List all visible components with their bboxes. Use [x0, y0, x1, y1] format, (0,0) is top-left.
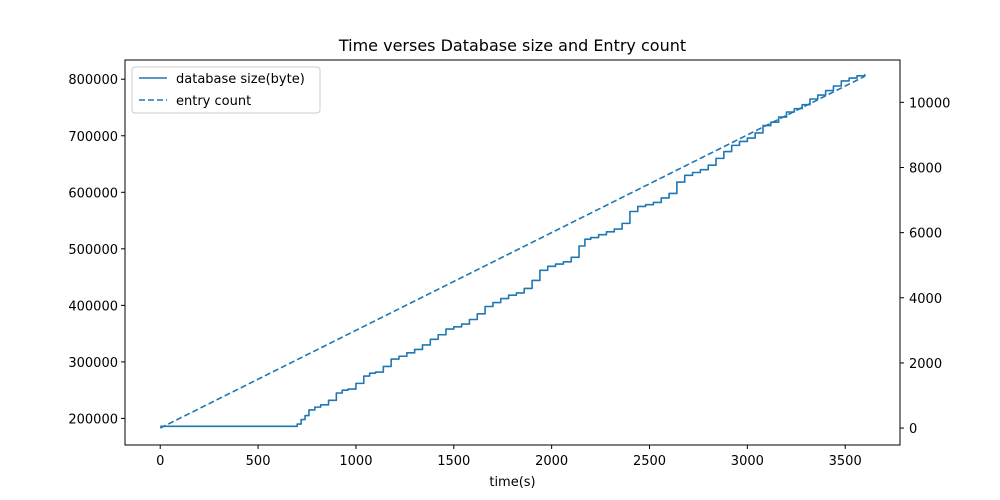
x-axis-label: time(s) [489, 475, 535, 490]
y-left-tick-label: 800000 [68, 73, 118, 88]
y-left-tick-label: 700000 [68, 130, 118, 145]
legend: database size(byte) entry count [131, 66, 321, 114]
x-tick-label: 2500 [633, 454, 666, 469]
y-axis-right: 0 2000 4000 6000 8000 10000 [900, 96, 950, 437]
series-line-entry-count [159, 75, 866, 429]
series-line-database-size [160, 74, 866, 428]
plot-frame [124, 59, 901, 446]
y-right-tick-label: 10000 [909, 96, 950, 111]
legend-label: entry count [176, 94, 251, 109]
y-left-tick-label: 400000 [68, 299, 118, 314]
y-right-tick-label: 4000 [909, 292, 942, 307]
legend-box [131, 66, 321, 114]
x-axis: 0 500 1000 1500 2000 2500 3000 3500 [156, 445, 862, 469]
series-layer [159, 74, 866, 429]
y-right-tick-label: 0 [909, 422, 917, 437]
x-tick-label: 3500 [829, 454, 862, 469]
y-left-tick-label: 300000 [68, 356, 118, 371]
y-left-tick-label: 500000 [68, 243, 118, 258]
y-right-tick-label: 2000 [909, 357, 942, 372]
x-tick-label: 1500 [437, 454, 470, 469]
y-left-tick-label: 200000 [68, 412, 118, 427]
y-right-tick-label: 8000 [909, 161, 942, 176]
x-tick-label: 500 [246, 454, 271, 469]
chart-title: Time verses Database size and Entry coun… [338, 36, 686, 55]
y-right-tick-label: 6000 [909, 227, 942, 242]
x-tick-label: 3000 [731, 454, 764, 469]
x-tick-label: 0 [156, 454, 164, 469]
x-tick-label: 2000 [535, 454, 568, 469]
y-left-tick-label: 600000 [68, 186, 118, 201]
legend-label: database size(byte) [176, 72, 305, 87]
x-tick-label: 1000 [339, 454, 372, 469]
y-axis-left: 200000 300000 400000 500000 600000 700000 8000… [68, 73, 125, 427]
